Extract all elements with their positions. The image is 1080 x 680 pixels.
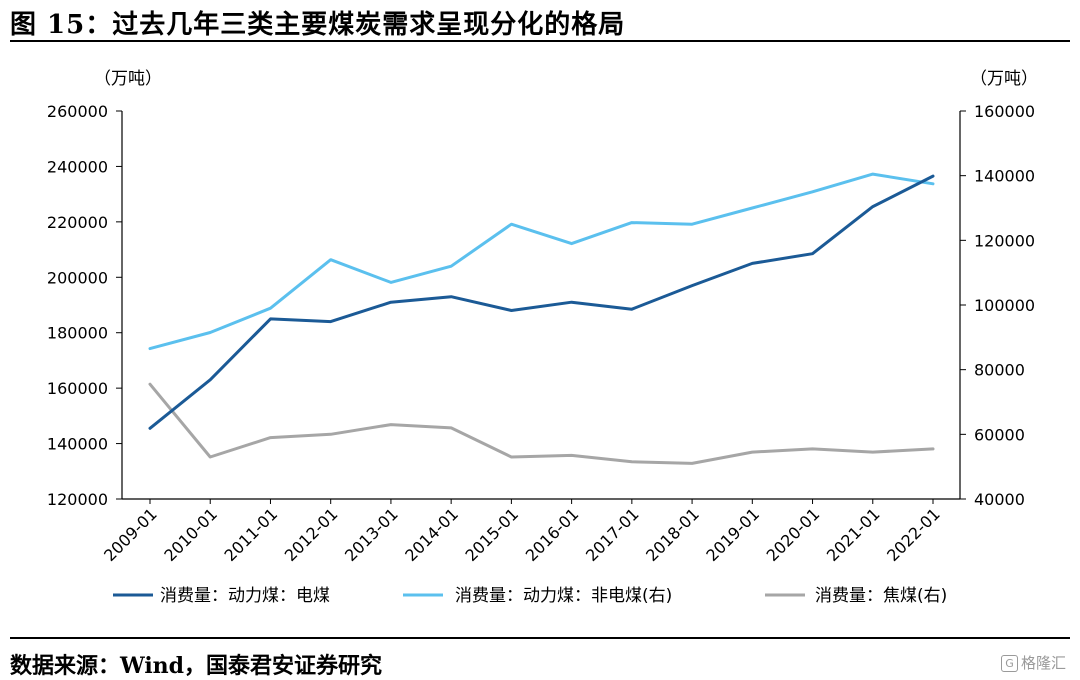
watermark: G 格隆汇: [1000, 652, 1066, 673]
left-tick-label: 120000: [47, 490, 108, 509]
x-tick-label: 2015-01: [462, 504, 523, 565]
right-tick-label: 160000: [974, 102, 1035, 121]
right-tick-label: 80000: [974, 361, 1025, 380]
left-tick-label: 200000: [47, 268, 108, 287]
chart-legend: 消费量：动力煤：电煤 消费量：动力煤：非电煤(右) 消费量：焦煤(右): [113, 586, 947, 606]
x-tick-label: 2021-01: [823, 504, 884, 565]
x-tick-label: 2020-01: [763, 504, 824, 565]
data-source: 数据来源：Wind，国泰君安证券研究: [10, 653, 383, 679]
left-tick-label: 260000: [47, 102, 108, 121]
x-tick-label: 2014-01: [401, 504, 462, 565]
legend-label-2: 消费量：动力煤：非电煤(右): [455, 586, 672, 606]
chart-lines: [148, 172, 935, 465]
watermark-logo-icon: G: [1000, 655, 1018, 672]
x-tick-label: 2018-01: [642, 504, 703, 565]
chart-axes: （万吨） （万吨） 120000 140000 160000 180000 200000 22…: [47, 69, 1038, 565]
left-tick-label: 160000: [47, 379, 108, 398]
x-tick-label: 2022-01: [883, 504, 944, 565]
right-tick-label: 120000: [974, 231, 1035, 250]
left-tick-label: 180000: [47, 324, 108, 343]
left-tick-label: 220000: [47, 213, 108, 232]
series-line-2: [148, 172, 935, 351]
x-tick-label: 2013-01: [341, 504, 402, 565]
left-axis-unit: （万吨）: [94, 69, 162, 89]
x-tick-label: 2012-01: [281, 504, 342, 565]
source-rule: [10, 637, 1070, 639]
legend-label-3: 消费量：焦煤(右): [815, 586, 947, 606]
title-rule: [10, 40, 1070, 42]
x-tick-label: 2017-01: [582, 504, 643, 565]
right-tick-label: 60000: [974, 425, 1025, 444]
x-tick-label: 2019-01: [702, 504, 763, 565]
series-line-1: [148, 174, 935, 430]
chart-title: 图 15：过去几年三类主要煤炭需求呈现分化的格局: [10, 10, 626, 40]
left-tick-label: 140000: [47, 435, 108, 454]
x-tick-label: 2011-01: [221, 504, 282, 565]
series-line-3: [148, 382, 935, 465]
right-axis-unit: （万吨）: [970, 69, 1038, 89]
line-chart: （万吨） （万吨） 120000 140000 160000 180000 200000 22…: [47, 69, 1038, 606]
right-tick-label: 40000: [974, 490, 1025, 509]
right-tick-label: 140000: [974, 167, 1035, 186]
left-tick-label: 240000: [47, 157, 108, 176]
x-tick-label: 2009-01: [100, 504, 161, 565]
x-tick-label: 2010-01: [160, 504, 221, 565]
watermark-text: 格隆汇: [1020, 654, 1066, 672]
right-tick-label: 100000: [974, 296, 1035, 315]
legend-label-1: 消费量：动力煤：电煤: [160, 586, 330, 606]
x-tick-label: 2016-01: [522, 504, 583, 565]
